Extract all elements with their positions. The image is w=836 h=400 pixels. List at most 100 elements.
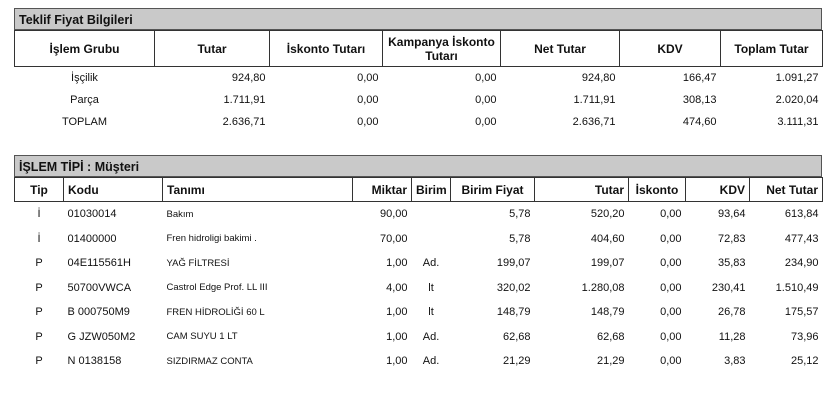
- summary-row: Parça 1.711,91 0,00 0,00 1.711,91 308,13 2.020…: [15, 89, 823, 111]
- item-cell: 50700VWCA: [67, 281, 132, 294]
- item-cell: 04E115561H: [67, 257, 131, 270]
- item-cell: 70,00: [379, 232, 408, 245]
- item-row: P 04E115561H YAĞ FİLTRESİ 1,00 Ad. 199,07 199,…: [15, 251, 823, 276]
- item-cell: YAĞ FİLTRESİ: [166, 257, 230, 269]
- operation-type-section: İŞLEM TİPİ : Müşteri Tip Kodu Tanımı Mik…: [14, 155, 823, 374]
- item-cell: 1,00: [386, 306, 408, 319]
- item-cell: İ: [37, 208, 41, 221]
- header-birim-fiyat: Birim Fiyat: [450, 177, 535, 202]
- header-net-tutar: Net Tutar: [749, 177, 823, 202]
- operation-items-table: Tip Kodu Tanımı Miktar Birim Birim Fiyat…: [14, 177, 823, 374]
- item-cell: 0,00: [660, 208, 682, 221]
- item-cell: Ad.: [422, 355, 440, 368]
- summary-cell: 1.091,27: [775, 72, 819, 84]
- summary-cell: 0,00: [357, 94, 379, 106]
- summary-cell: 2.020,04: [775, 94, 819, 106]
- offer-price-title: Teklif Fiyat Bilgileri: [14, 8, 822, 30]
- item-row: P B 000750M9 FREN HİDROLİĞİ 60 L 1,00 lt 148,…: [15, 300, 823, 325]
- summary-cell: 1.711,91: [223, 94, 266, 106]
- item-cell: 234,90: [784, 257, 819, 270]
- item-cell: 1,00: [386, 257, 408, 270]
- summary-cell: 0,00: [357, 116, 379, 128]
- item-cell: 320,02: [496, 281, 531, 294]
- item-cell: 01030014: [67, 208, 117, 221]
- item-cell: 0,00: [660, 355, 682, 368]
- summary-row: TOPLAM 2.636,71 0,00 0,00 2.636,71 474,60 3.11…: [15, 111, 823, 133]
- item-cell: 0,00: [660, 232, 682, 245]
- item-cell: 11,28: [718, 330, 746, 343]
- item-cell: 35,83: [717, 257, 746, 270]
- item-cell: 613,84: [784, 208, 819, 221]
- offer-price-header-row: İşlem Grubu Tutar İskonto Tutarı Kampany…: [14, 30, 823, 67]
- item-cell: 148,79: [590, 306, 625, 319]
- item-cell: Bakım: [166, 208, 194, 220]
- item-cell: CAM SUYU 1 LT: [166, 331, 238, 343]
- summary-cell: 924,80: [581, 72, 616, 84]
- item-cell: 404,60: [590, 232, 625, 245]
- item-cell: 21,29: [502, 355, 531, 368]
- header-kodu: Kodu: [63, 177, 163, 202]
- item-cell: 148,79: [496, 306, 531, 319]
- item-cell: İ: [37, 232, 41, 245]
- item-cell: Ad.: [422, 257, 440, 270]
- item-cell: P: [35, 330, 43, 343]
- operation-type-title: İŞLEM TİPİ : Müşteri: [14, 155, 822, 177]
- summary-cell: 1.711,91: [573, 94, 616, 106]
- item-cell: 175,57: [784, 306, 819, 319]
- offer-price-section: Teklif Fiyat Bilgileri İşlem Grubu Tutar…: [14, 8, 823, 133]
- summary-cell: 474,60: [682, 116, 717, 128]
- item-cell: FREN HİDROLİĞİ 60 L: [166, 306, 265, 318]
- item-row: P N 0138158 SIZDIRMAZ CONTA 1,00 Ad. 21,29 21,…: [15, 349, 823, 374]
- item-cell: 199,07: [590, 257, 625, 270]
- header-kdv: KDV: [685, 177, 750, 202]
- summary-cell: 0,00: [475, 94, 497, 106]
- item-cell: [412, 227, 451, 252]
- header-islem-grubu: İşlem Grubu: [14, 30, 155, 67]
- header-tutar: Tutar: [534, 177, 629, 202]
- summary-cell: 0,00: [475, 116, 497, 128]
- item-cell: 62,68: [596, 330, 625, 343]
- summary-cell: Parça: [70, 94, 99, 106]
- item-cell: 230,41: [711, 281, 746, 294]
- item-cell: 199,07: [496, 257, 531, 270]
- item-cell: 1.280,08: [581, 281, 625, 294]
- summary-cell: 924,80: [231, 72, 266, 84]
- header-iskonto: İskonto: [628, 177, 686, 202]
- item-cell: 1,00: [386, 355, 408, 368]
- summary-cell: 0,00: [357, 72, 379, 84]
- header-kampanya-iskonto-tutari: Kampanya İskonto Tutarı: [382, 30, 501, 67]
- item-cell: P: [35, 306, 43, 319]
- summary-cell: 3.111,31: [777, 116, 819, 128]
- item-cell: N 0138158: [67, 355, 122, 368]
- header-toplam-tutar: Toplam Tutar: [720, 30, 823, 67]
- item-row: P G JZW050M2 CAM SUYU 1 LT 1,00 Ad. 62,68 62,6…: [15, 325, 823, 350]
- item-cell: 477,43: [784, 232, 819, 245]
- item-cell: 1,00: [386, 330, 408, 343]
- item-cell: [412, 202, 451, 227]
- item-cell: 90,00: [379, 208, 408, 221]
- item-cell: Fren hidroligi bakimi .: [166, 233, 257, 245]
- header-birim: Birim: [411, 177, 451, 202]
- summary-cell: İşçilik: [71, 72, 98, 84]
- item-cell: P: [35, 257, 43, 270]
- header-tip: Tip: [14, 177, 64, 202]
- summary-cell: 0,00: [475, 72, 497, 84]
- item-cell: 0,00: [660, 257, 682, 270]
- item-row: P 50700VWCA Castrol Edge Prof. LL III 4,00 l…: [15, 276, 823, 301]
- header-tanimi: Tanımı: [162, 177, 353, 202]
- header-iskonto-tutari: İskonto Tutarı: [269, 30, 383, 67]
- item-cell: 25,12: [790, 355, 819, 368]
- summary-cell: TOPLAM: [61, 116, 108, 128]
- item-cell: P: [35, 281, 43, 294]
- item-cell: 21,29: [596, 355, 625, 368]
- header-tutar: Tutar: [154, 30, 270, 67]
- item-cell: 4,00: [386, 281, 408, 294]
- item-cell: lt: [428, 281, 434, 294]
- item-cell: Ad.: [422, 330, 440, 343]
- item-cell: 520,20: [590, 208, 625, 221]
- summary-cell: 166,47: [682, 72, 717, 84]
- item-cell: 72,83: [717, 232, 746, 245]
- item-cell: P: [35, 355, 43, 368]
- summary-cell: 308,13: [682, 94, 717, 106]
- item-row: İ 01400000 Fren hidroligi bakimi . 70,00 5,7…: [15, 227, 823, 252]
